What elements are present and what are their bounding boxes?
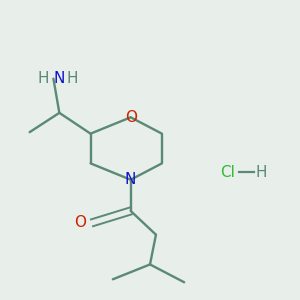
Text: H: H bbox=[67, 71, 79, 86]
Text: Cl: Cl bbox=[220, 165, 235, 180]
Text: H: H bbox=[256, 165, 267, 180]
Text: N: N bbox=[54, 71, 65, 86]
Text: O: O bbox=[74, 215, 86, 230]
Text: N: N bbox=[125, 172, 136, 187]
Text: H: H bbox=[38, 71, 49, 86]
Text: O: O bbox=[125, 110, 137, 125]
